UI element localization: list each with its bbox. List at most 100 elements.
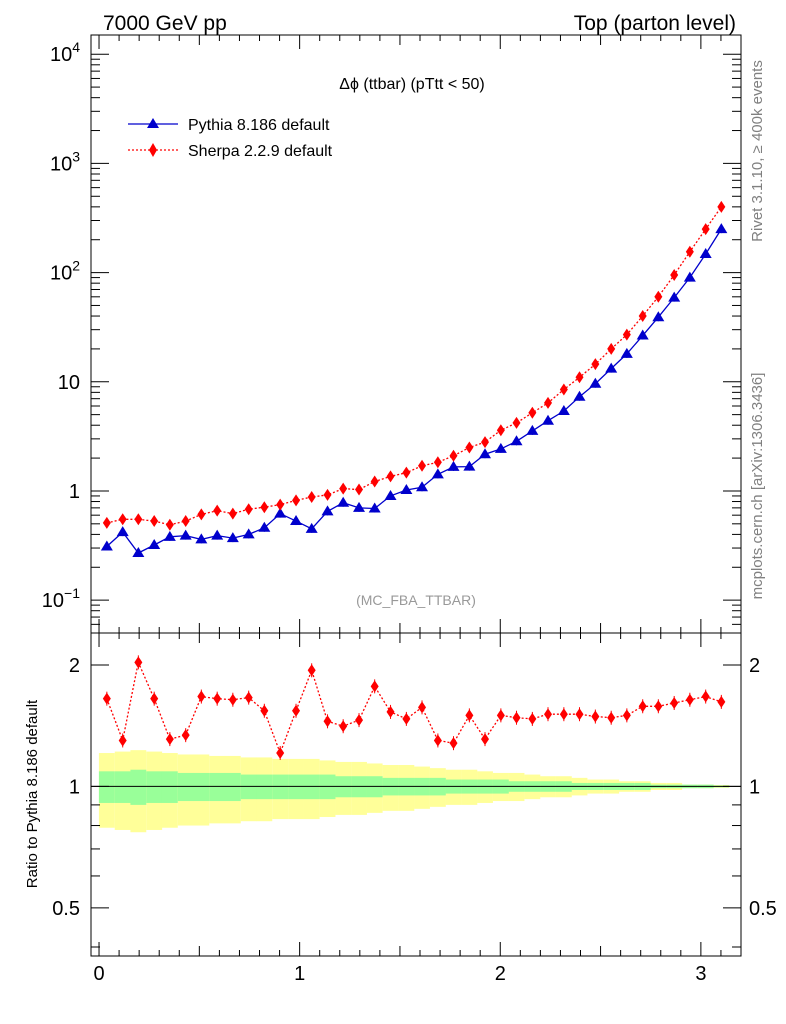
main-point-diamond — [701, 223, 710, 236]
ratio-point-diamond — [685, 693, 694, 706]
main-point-diamond — [260, 501, 269, 514]
ratio-point-diamond — [638, 700, 647, 713]
ratio-y-tick-label-left: 0.5 — [52, 898, 80, 920]
main-point-triangle — [510, 435, 523, 446]
main-point-diamond — [559, 383, 568, 396]
ratio-point-diamond — [465, 709, 474, 722]
main-point-diamond — [165, 518, 174, 531]
header-left: 7000 GeV pp — [103, 12, 227, 35]
main-point-diamond — [339, 482, 348, 495]
legend-sherpa-marker — [149, 143, 157, 157]
main-point-triangle — [494, 442, 507, 453]
ratio-band-inner — [161, 771, 178, 803]
main-y-tick-label: 10−1 — [42, 585, 80, 612]
main-point-triangle — [258, 521, 271, 532]
main-title: Δϕ (ttbar) (pTtt < 50) — [339, 76, 484, 93]
main-point-diamond — [276, 498, 285, 511]
main-point-diamond — [622, 328, 631, 341]
main-point-triangle — [321, 505, 334, 516]
ratio-band-inner — [209, 772, 226, 802]
main-point-diamond — [544, 396, 553, 409]
ratio-point-diamond — [323, 715, 332, 728]
ratio-point-diamond — [134, 656, 143, 669]
main-point-diamond — [213, 504, 222, 517]
ratio-band-inner — [177, 772, 194, 802]
main-point-diamond — [433, 456, 442, 469]
ratio-point-diamond — [355, 714, 364, 727]
main-point-diamond — [575, 371, 584, 384]
main-point-triangle — [116, 526, 129, 537]
main-point-diamond — [355, 483, 364, 496]
ratio-point-diamond — [197, 690, 206, 703]
main-point-triangle — [368, 502, 381, 513]
main-point-diamond — [197, 508, 206, 521]
main-point-triangle — [683, 271, 696, 282]
main-point-triangle — [431, 468, 444, 479]
ratio-point-diamond — [670, 696, 679, 709]
main-point-diamond — [118, 513, 127, 526]
ratio-panel: 0.5 0.5 1 1 2 2 0 1 2 3 Ratio to Pythia 8.186 de… — [24, 632, 777, 985]
rivet-label: Rivet 3.1.10, ≥ 400k events — [749, 60, 766, 242]
main-point-triangle — [242, 528, 255, 539]
main-y-tick-label: 103 — [50, 148, 80, 175]
ratio-point-diamond — [449, 737, 458, 750]
mcplots-label: mcplots.cern.ch [arXiv:1306.3436] — [749, 373, 766, 600]
legend-entry-sherpa: Sherpa 2.2.9 default — [128, 143, 333, 160]
main-point-triangle — [605, 362, 618, 373]
main-point-triangle — [384, 489, 397, 500]
main-point-diamond — [307, 491, 316, 504]
main-point-diamond — [591, 358, 600, 371]
main-point-triangle — [589, 377, 602, 388]
ratio-band-inner — [114, 771, 131, 803]
ratio-point-diamond — [575, 708, 584, 721]
main-point-triangle — [305, 522, 318, 533]
main-point-diamond — [418, 459, 427, 472]
legend: Pythia 8.186 default Sherpa 2.2.9 defaul… — [128, 117, 333, 160]
main-point-triangle — [526, 424, 539, 435]
main-point-triangle — [636, 329, 649, 340]
ratio-x-ticks: 0 1 2 3 — [93, 633, 742, 985]
ratio-x-tick-label: 3 — [695, 963, 706, 985]
main-point-triangle — [463, 460, 476, 471]
main-point-diamond — [150, 515, 159, 528]
main-point-triangle — [337, 496, 350, 507]
ratio-point-diamond — [402, 712, 411, 725]
main-point-triangle — [211, 529, 224, 540]
main-point-triangle — [163, 530, 176, 541]
ratio-ylabel: Ratio to Pythia 8.186 default — [24, 699, 41, 888]
ratio-point-diamond — [228, 693, 237, 706]
main-point-diamond — [102, 516, 111, 529]
main-x-ticks — [98, 35, 742, 633]
ratio-point-diamond — [433, 734, 442, 747]
ratio-point-diamond — [481, 733, 490, 746]
main-point-triangle — [195, 533, 208, 544]
main-series-line-0 — [106, 228, 722, 554]
ratio-point-diamond — [118, 734, 127, 747]
main-point-triangle — [353, 501, 366, 512]
main-point-diamond — [370, 475, 379, 488]
ratio-curves — [102, 655, 726, 761]
main-point-diamond — [228, 507, 237, 520]
main-point-triangle — [290, 515, 303, 526]
main-y-tick-label: 104 — [50, 39, 80, 66]
ratio-point-diamond — [213, 692, 222, 705]
ratio-band-inner — [130, 769, 147, 805]
main-point-diamond — [292, 494, 301, 507]
ratio-point-diamond — [544, 708, 553, 721]
ratio-point-diamond — [496, 709, 505, 722]
ratio-point-diamond — [559, 708, 568, 721]
ratio-point-diamond — [528, 712, 537, 725]
ratio-point-diamond — [276, 747, 285, 760]
main-point-triangle — [479, 448, 492, 459]
main-curves — [100, 200, 728, 558]
main-point-diamond — [496, 424, 505, 437]
main-point-diamond — [481, 436, 490, 449]
ratio-bands — [98, 750, 730, 833]
ratio-band-inner — [98, 771, 115, 803]
main-point-diamond — [717, 200, 726, 213]
main-point-triangle — [542, 414, 555, 425]
legend-sherpa-label: Sherpa 2.2.9 default — [188, 143, 333, 160]
ratio-point-diamond — [512, 711, 521, 724]
ratio-series-line-0 — [106, 660, 722, 755]
ratio-y-tick-label-right: 0.5 — [749, 898, 777, 920]
